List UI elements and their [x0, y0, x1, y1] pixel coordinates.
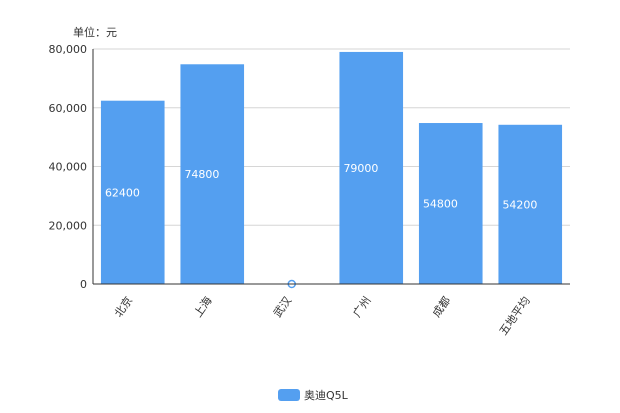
- x-tick-label: 五地平均: [497, 294, 533, 337]
- bar-layer: 62400 74800 79000 54800 54200: [100, 51, 563, 289]
- legend-label[interactable]: 奥迪Q5L: [304, 388, 349, 402]
- bar[interactable]: [339, 51, 404, 284]
- bar-value-label: 62400: [105, 186, 140, 199]
- grid-layer: [93, 48, 570, 226]
- y-tick-label: 0: [80, 278, 87, 291]
- x-tick-label: 成都: [430, 294, 453, 319]
- bar[interactable]: [498, 124, 563, 284]
- y-tick-label: 80,000: [49, 43, 88, 56]
- x-tick-label: 北京: [111, 294, 135, 320]
- y-tick-label: 20,000: [49, 219, 88, 232]
- y-tick-label: 60,000: [49, 102, 88, 115]
- bar-value-label: 74800: [184, 168, 219, 181]
- x-tick-label: 上海: [191, 294, 215, 320]
- x-tick-label: 武汉: [271, 294, 294, 319]
- unit-label: 单位：元: [73, 25, 117, 39]
- legend-swatch[interactable]: [278, 389, 300, 401]
- bar-value-label: 79000: [343, 162, 378, 175]
- bar[interactable]: [180, 64, 245, 285]
- x-tick-label: 广州: [350, 294, 373, 319]
- bar[interactable]: [418, 123, 483, 285]
- bar-value-label: 54800: [423, 198, 458, 211]
- bar[interactable]: [100, 100, 165, 284]
- bar-value-label: 54200: [502, 198, 537, 211]
- y-tick-label: 40,000: [49, 161, 88, 174]
- legend[interactable]: 奥迪Q5L: [278, 388, 349, 402]
